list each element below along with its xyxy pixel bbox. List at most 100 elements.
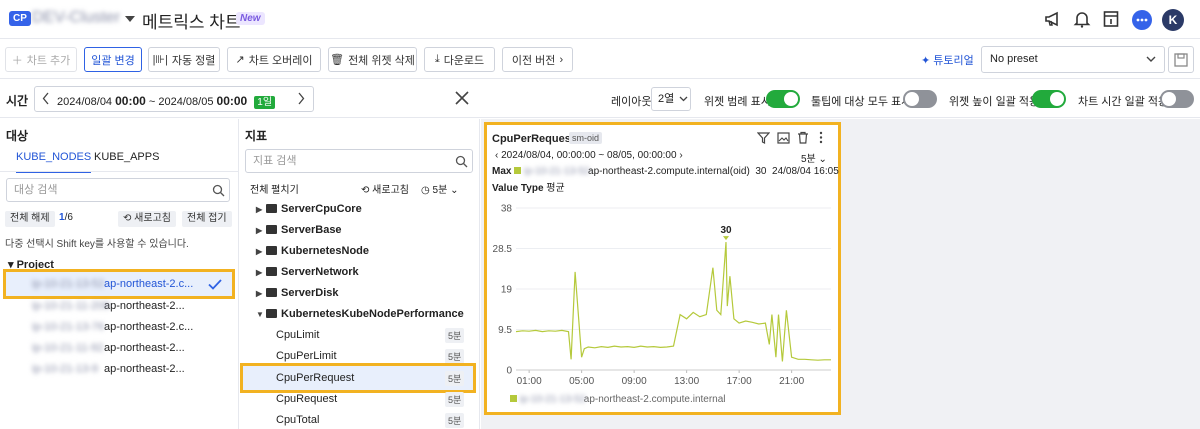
metric-item[interactable]: CpuPerRequest bbox=[276, 372, 355, 384]
time-toggle[interactable] bbox=[1160, 90, 1194, 108]
x-tick-label: 09:00 bbox=[622, 376, 647, 387]
layout-select[interactable]: 2열 bbox=[651, 87, 691, 111]
cp-badge: CP bbox=[9, 11, 31, 26]
search-icon[interactable] bbox=[212, 184, 225, 197]
previous-version-button[interactable]: 이전 버전 › bbox=[502, 47, 573, 72]
interval-badge: 5분 bbox=[445, 371, 465, 386]
preset-select[interactable]: No preset bbox=[981, 46, 1165, 73]
download-button[interactable]: ⤓ 다운로드 bbox=[424, 47, 495, 72]
metrics-title: 지표 bbox=[245, 129, 268, 143]
target-search-input[interactable]: 대상 검색 bbox=[6, 178, 230, 202]
chevron-left-icon[interactable]: ‹ bbox=[495, 150, 499, 161]
max-info: Max ip-10-21-13-52ap-northeast-2.compute… bbox=[492, 166, 839, 177]
chevron-right-icon[interactable] bbox=[297, 92, 305, 105]
interval-select[interactable]: ◷ 5분 ⌄ bbox=[421, 185, 459, 196]
interval-badge: 5분 bbox=[445, 328, 465, 343]
chat-icon[interactable] bbox=[1131, 9, 1152, 30]
folder-item[interactable]: ▶ ServerDisk bbox=[256, 287, 339, 299]
folder-icon bbox=[266, 225, 277, 234]
layout-label: 레이아웃 bbox=[611, 96, 652, 108]
folder-item[interactable]: ▶ ServerBase bbox=[256, 224, 342, 236]
tooltip-toggle[interactable] bbox=[903, 90, 937, 108]
document-icon[interactable] bbox=[1101, 9, 1121, 29]
tab-kube-apps[interactable]: KUBE_APPS bbox=[94, 151, 160, 163]
time-range-picker[interactable]: 2024/08/04 00:00 ~ 2024/08/05 00:00 1일 bbox=[34, 86, 314, 112]
interval-badge: 5분 bbox=[445, 392, 465, 407]
save-icon bbox=[1174, 53, 1188, 67]
sparkle-icon: ✦ bbox=[921, 55, 931, 67]
metrics-search-input[interactable]: 지표 검색 bbox=[245, 149, 473, 173]
bulk-change-button[interactable]: 일괄 변경 bbox=[84, 47, 142, 72]
node-item[interactable]: ip-10-21-13-52ap-northeast-2.c... bbox=[32, 278, 194, 290]
widget-time-range[interactable]: ‹ 2024/08/04, 00:00:00 ~ 08/05, 00:00:00… bbox=[495, 150, 683, 161]
y-tick-label: 19 bbox=[501, 285, 513, 296]
delete-all-widgets-button[interactable]: 🗑 전체 위젯 삭제 bbox=[328, 47, 417, 72]
more-icon[interactable] bbox=[819, 131, 823, 144]
search-icon[interactable] bbox=[455, 155, 468, 168]
check-icon bbox=[208, 279, 222, 290]
widget-title: CpuPerRequest bbox=[492, 133, 575, 145]
folder-item[interactable]: ▶ ServerNetwork bbox=[256, 266, 359, 278]
metric-item[interactable]: CpuTotal bbox=[276, 414, 320, 426]
legend-toggle[interactable] bbox=[766, 90, 800, 108]
trash-icon[interactable] bbox=[797, 131, 809, 144]
filter-icon[interactable] bbox=[757, 132, 770, 144]
download-icon: ⤓ bbox=[434, 53, 440, 65]
new-badge: New bbox=[236, 12, 265, 25]
chevron-right-icon: › bbox=[559, 53, 564, 66]
y-tick-label: 9.5 bbox=[498, 325, 512, 336]
node-item[interactable]: ip-10-21-13-9 ap-northeast-2... bbox=[32, 363, 185, 375]
chevron-left-icon[interactable] bbox=[42, 92, 50, 105]
avatar[interactable]: K bbox=[1162, 9, 1184, 31]
chart-overlay-button[interactable]: ↗ 차트 오버레이 bbox=[227, 47, 321, 72]
line-chart[interactable]: 38 28.5 19 9.5 0 01:00 05:00 09:00 13:00 17:00 21:… bbox=[486, 195, 838, 390]
cluster-selector[interactable]: DEV-Cluster bbox=[32, 9, 121, 26]
project-group[interactable]: ▾ Project bbox=[8, 259, 54, 271]
clock-icon: ◷ bbox=[421, 185, 430, 196]
time-toggle-label: 차트 시간 일괄 적용 bbox=[1078, 96, 1169, 108]
selected-count: 1/6 bbox=[59, 212, 73, 223]
metric-item[interactable]: CpuPerLimit bbox=[276, 350, 337, 362]
megaphone-icon[interactable] bbox=[1043, 9, 1063, 29]
folder-item[interactable]: ▶ KubernetesNode bbox=[256, 245, 370, 257]
chart-legend-item[interactable]: ip-10-21-13-52ap-northeast-2.compute.int… bbox=[510, 394, 726, 405]
expand-all-button[interactable]: 전체 펼치기 bbox=[250, 185, 299, 196]
target-title: 대상 bbox=[6, 129, 29, 143]
chevron-down-icon[interactable] bbox=[125, 16, 135, 22]
chevron-right-icon[interactable]: › bbox=[679, 150, 683, 161]
collapse-all-button[interactable]: 전체 접기 bbox=[182, 211, 232, 227]
series-swatch bbox=[510, 395, 517, 402]
toolbar: ＋ 차트 추가 일괄 변경 |⊪| 자동 정렬 ↗ 차트 오버레이 🗑 전체 위젯 삭제… bbox=[0, 40, 1200, 79]
selected-metric-highlight bbox=[240, 363, 476, 393]
node-item[interactable]: ip-10-21-11-92ap-northeast-2... bbox=[32, 342, 185, 354]
folder-item[interactable]: ▼ KubernetesKubeNodePerformance bbox=[256, 308, 464, 320]
close-icon[interactable] bbox=[454, 90, 470, 106]
divider bbox=[0, 171, 239, 172]
widget-interval-select[interactable]: 5분 ⌄ bbox=[801, 154, 827, 165]
refresh-button[interactable]: ⟲ 새로고침 bbox=[118, 211, 176, 227]
refresh-icon: ⟲ bbox=[123, 213, 132, 224]
tutorial-link[interactable]: ✦ 튜토리얼 bbox=[921, 55, 974, 67]
metrics-refresh-button[interactable]: ⟲ 새로고침 bbox=[361, 185, 409, 196]
bell-icon[interactable] bbox=[1072, 9, 1092, 29]
line-chart-icon: ↗ bbox=[235, 54, 245, 66]
value-type-info: Value Type 평균 bbox=[492, 183, 565, 194]
add-chart-button[interactable]: ＋ 차트 추가 bbox=[5, 47, 77, 72]
node-item[interactable]: ip-10-21-13-76ap-northeast-2.c... bbox=[32, 321, 194, 333]
auto-align-button[interactable]: |⊪| 자동 정렬 bbox=[148, 47, 220, 72]
chart-widget[interactable] bbox=[484, 122, 841, 415]
height-toggle[interactable] bbox=[1032, 90, 1066, 108]
folder-icon bbox=[266, 204, 277, 213]
metric-item[interactable]: CpuRequest bbox=[276, 393, 338, 405]
metric-item[interactable]: CpuLimit bbox=[276, 329, 320, 341]
app-header: CP DEV-Cluster 메트릭스 차트 New K bbox=[0, 0, 1200, 39]
y-tick-label: 38 bbox=[501, 204, 513, 215]
image-icon[interactable] bbox=[777, 132, 790, 144]
tab-kube-nodes[interactable]: KUBE_NODES bbox=[16, 151, 92, 173]
chevron-down-icon: ⌄ bbox=[450, 185, 459, 196]
node-item[interactable]: ip-10-21-11-208ap-northeast-2... bbox=[32, 300, 185, 312]
deselect-all-button[interactable]: 전체 해제 bbox=[5, 211, 55, 227]
folder-item[interactable]: ▶ ServerCpuCore bbox=[256, 203, 362, 215]
interval-badge: 5분 bbox=[445, 349, 465, 364]
save-preset-button[interactable] bbox=[1168, 46, 1194, 73]
